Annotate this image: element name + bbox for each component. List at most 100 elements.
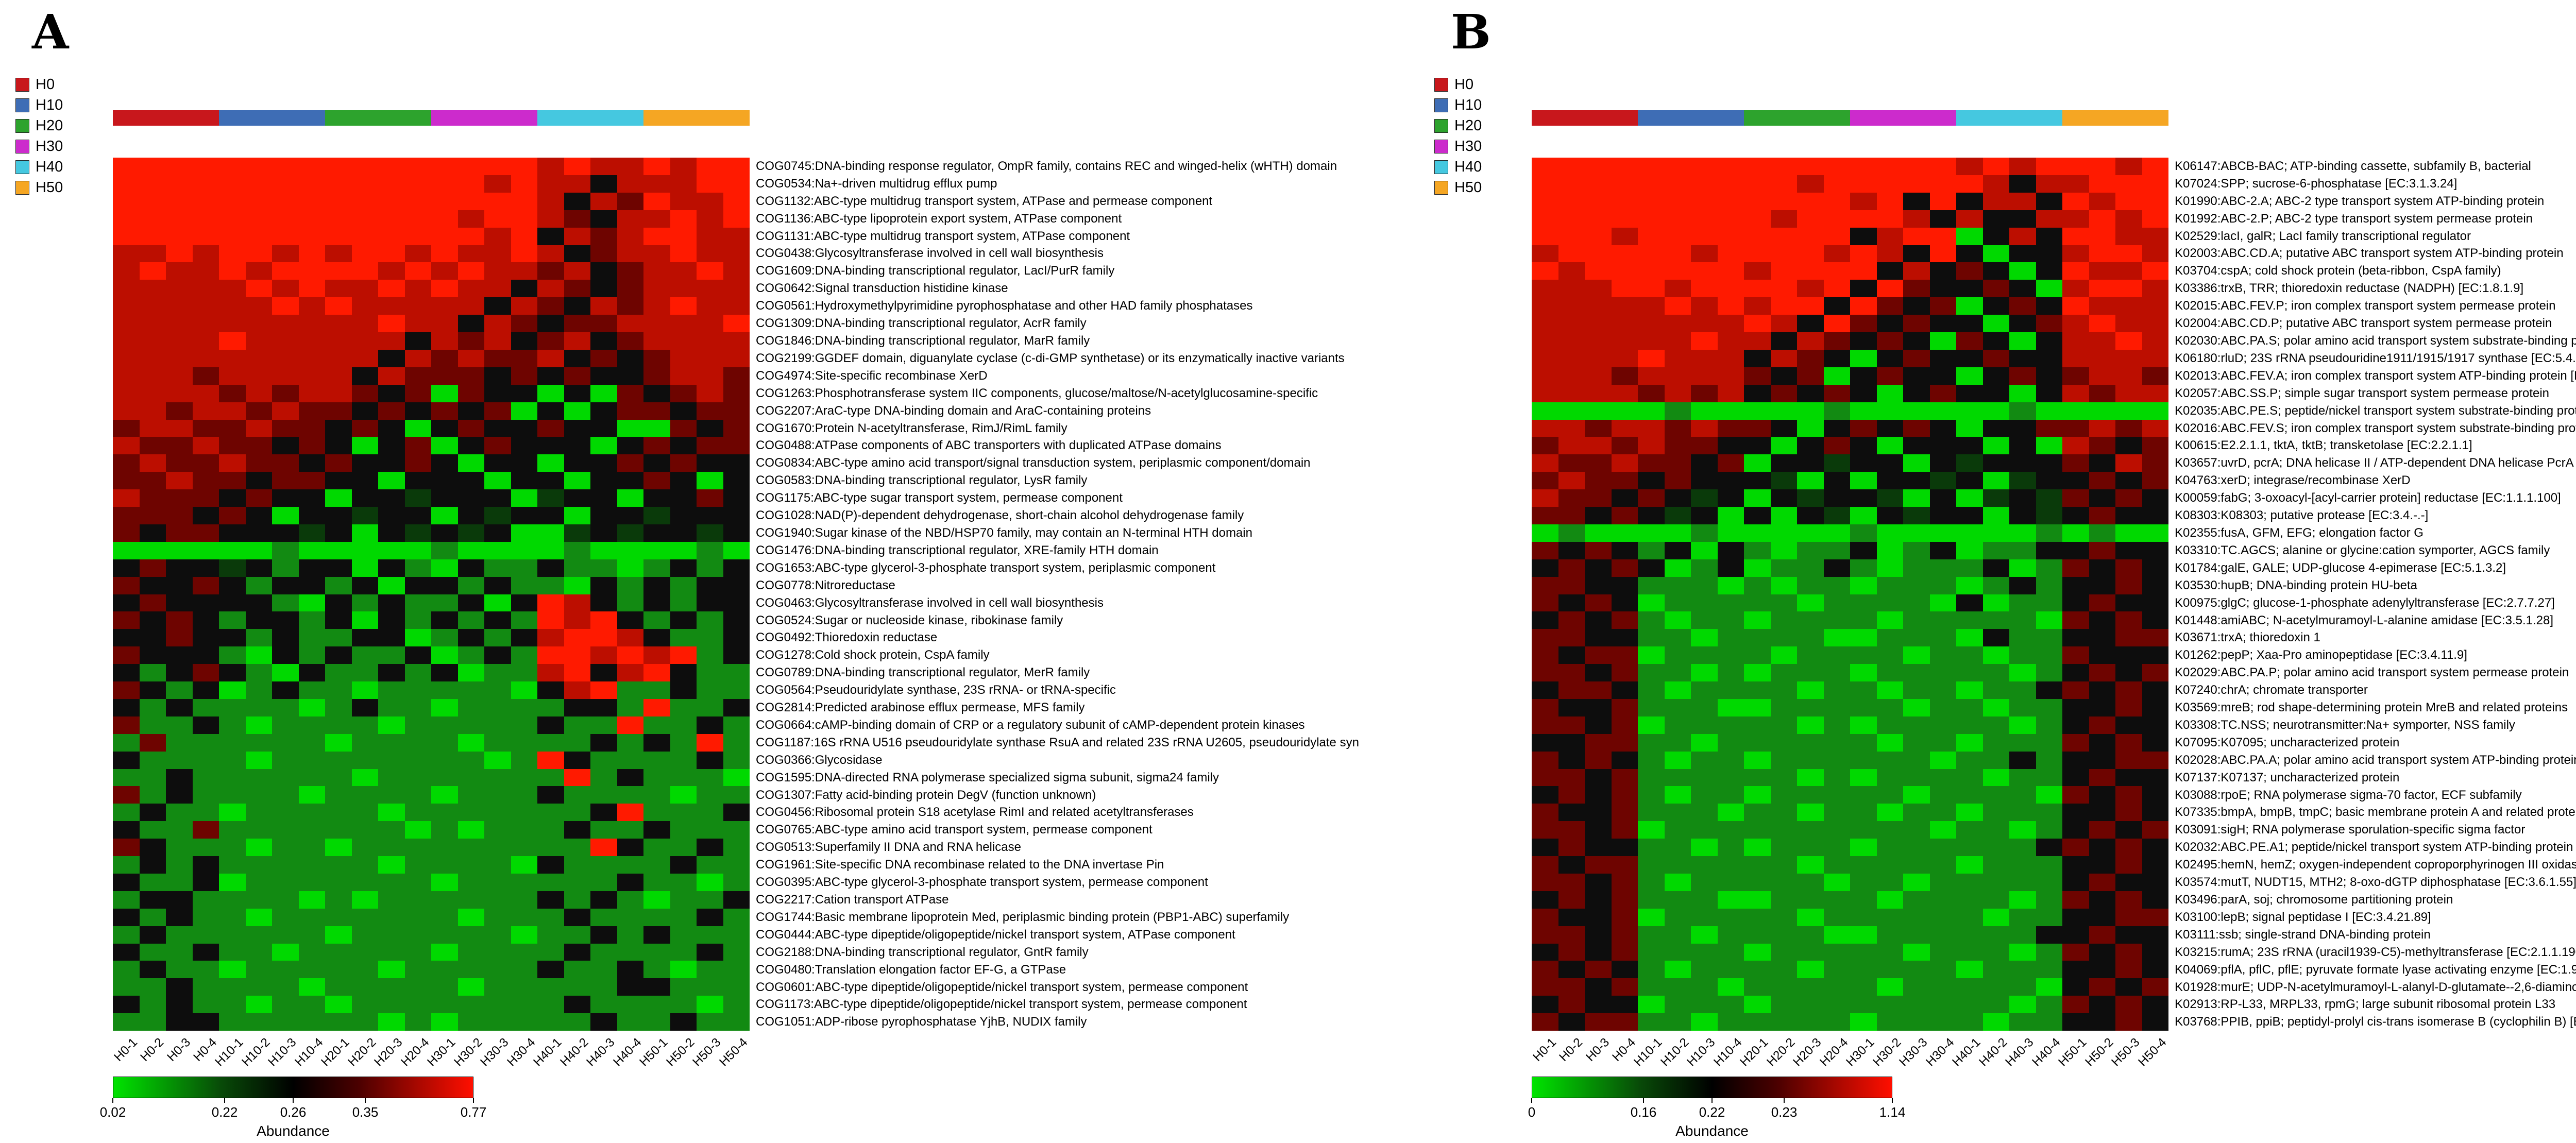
heatmap-cell (139, 262, 166, 280)
heatmap-cell (431, 961, 458, 979)
heatmap-cell (1638, 733, 1665, 752)
heatmap-cell (1903, 332, 1930, 350)
heatmap-cell (351, 437, 378, 455)
heatmap-cell (2089, 926, 2115, 944)
heatmap-cell (1638, 786, 1665, 804)
heatmap-cell (1585, 367, 1612, 385)
heatmap-cell (272, 175, 299, 193)
heatmap-cell (1797, 158, 1824, 175)
heatmap-cell (484, 804, 511, 822)
heatmap-cell (298, 210, 325, 228)
column-label: H0-1 (111, 1035, 140, 1064)
heatmap-cell (1876, 926, 1903, 944)
heatmap-cell (2036, 210, 2062, 228)
heatmap-cell (484, 769, 511, 787)
heatmap-cell (2062, 489, 2089, 507)
heatmap-cell (2089, 245, 2115, 263)
heatmap-cell (643, 629, 670, 647)
heatmap-cell (378, 210, 405, 228)
heatmap-cell (351, 821, 378, 839)
row-label: K02057:ABC.SS.P; simple sugar transport … (2175, 386, 2550, 400)
heatmap-cell (325, 437, 352, 455)
heatmap-cell (723, 175, 750, 193)
heatmap-cell (1956, 698, 1983, 716)
heatmap-cell (1532, 384, 1558, 402)
heatmap-cell (670, 856, 697, 874)
heatmap-cell (1717, 943, 1744, 961)
heatmap-cell (1823, 227, 1850, 245)
heatmap-cell (537, 873, 564, 891)
heatmap-cell (139, 489, 166, 507)
heatmap-cell (1770, 349, 1797, 367)
heatmap-cell (1823, 611, 1850, 629)
heatmap-cell (2115, 978, 2142, 996)
heatmap-cell (1876, 751, 1903, 769)
heatmap-cell (166, 664, 193, 681)
heatmap-cell (1850, 332, 1877, 350)
heatmap-cell (139, 786, 166, 804)
heatmap-cell (431, 786, 458, 804)
heatmap-cell (378, 315, 405, 332)
heatmap-cell (617, 192, 643, 210)
heatmap-cell (1903, 192, 1930, 210)
heatmap-cell (1611, 158, 1638, 175)
heatmap-cell (1956, 821, 1983, 839)
heatmap-cell (1770, 315, 1797, 332)
legend-swatch-h50 (15, 181, 29, 195)
row-label: COG2207:AraC-type DNA-binding domain and… (756, 403, 1151, 418)
heatmap-cell (1717, 437, 1744, 455)
heatmap-cell (272, 996, 299, 1014)
heatmap-cell (1876, 996, 1903, 1014)
heatmap-cell (697, 996, 723, 1014)
heatmap-cell (564, 751, 590, 769)
column-label: H0-2 (1556, 1035, 1586, 1064)
heatmap-cell (457, 419, 484, 437)
heatmap-cell (564, 961, 590, 979)
heatmap-cell (1638, 210, 1665, 228)
column-label: H10-2 (239, 1035, 273, 1069)
heatmap-cell (1558, 559, 1585, 577)
heatmap-cell (166, 698, 193, 716)
heatmap-cell (511, 629, 537, 647)
heatmap-cell (2115, 315, 2142, 332)
heatmap-cell (325, 454, 352, 472)
heatmap-cell (351, 786, 378, 804)
heatmap-cell (511, 786, 537, 804)
heatmap-cell (1850, 1013, 1877, 1031)
group-bar-segment-h30 (1850, 110, 1956, 126)
heatmap-cell (1664, 751, 1691, 769)
heatmap-cell (723, 769, 750, 787)
heatmap-cell (1823, 280, 1850, 298)
heatmap-cell (1903, 419, 1930, 437)
heatmap-cell (378, 1013, 405, 1031)
heatmap-cell (457, 961, 484, 979)
colorbar-tick-mark (1784, 1098, 1785, 1103)
heatmap-cell (1797, 315, 1824, 332)
heatmap-cell (1770, 873, 1797, 891)
heatmap-cell (351, 210, 378, 228)
heatmap-cell (298, 402, 325, 420)
heatmap-cell (192, 367, 219, 385)
heatmap-cell (670, 472, 697, 490)
heatmap-cell (2036, 280, 2062, 298)
heatmap-cell (404, 926, 431, 944)
heatmap-cell (404, 681, 431, 699)
heatmap-cell (1770, 943, 1797, 961)
heatmap-cell (1903, 280, 1930, 298)
heatmap-cell (272, 245, 299, 263)
colorbar-title: Abundance (1675, 1123, 1749, 1139)
heatmap-cell (1691, 280, 1718, 298)
heatmap-cell (697, 367, 723, 385)
heatmap-cell (1770, 681, 1797, 699)
heatmap-cell (1744, 245, 1771, 263)
heatmap-cell (1876, 559, 1903, 577)
heatmap-cell (1876, 507, 1903, 524)
heatmap-cell (219, 786, 246, 804)
colorbar-tick-mark (365, 1098, 366, 1103)
heatmap-cell (1823, 646, 1850, 664)
group-bar-segment-h40 (1956, 110, 2062, 126)
heatmap-cell (457, 437, 484, 455)
heatmap-cell (2062, 961, 2089, 979)
row-label: K03111:ssb; single-strand DNA-binding pr… (2175, 927, 2431, 942)
heatmap-cell (1744, 489, 1771, 507)
